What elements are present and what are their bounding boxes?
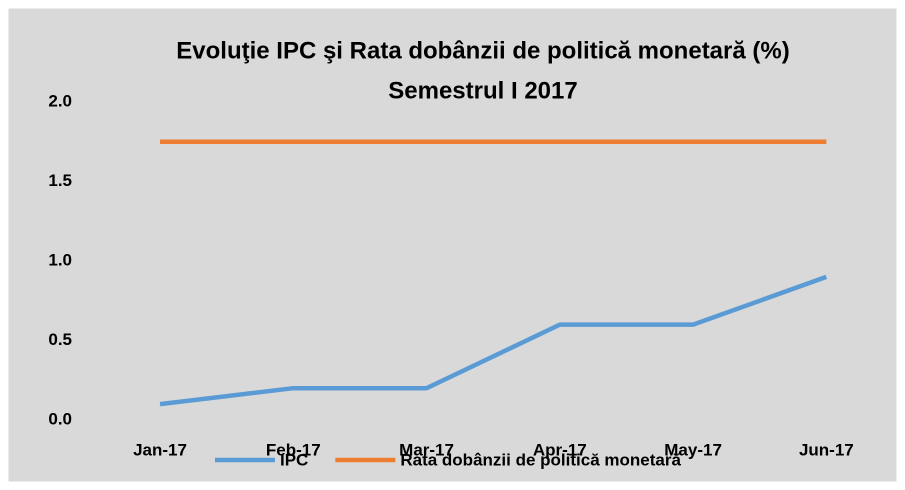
chart-title: Evoluţie IPC şi Rata dobânzii de politic… [176, 37, 789, 64]
chart-background [7, 7, 898, 483]
y-tick-label: 1.0 [48, 250, 72, 269]
x-tick-label: Mar-17 [399, 440, 454, 459]
y-tick-label: 1.5 [48, 171, 72, 190]
x-tick-label: Jan-17 [133, 440, 187, 459]
x-tick-label: Jun-17 [799, 440, 854, 459]
line-series [159, 274, 828, 407]
x-tick-label: Feb-17 [266, 440, 321, 459]
y-tick-label: 0.5 [48, 330, 72, 349]
x-tick-label: May-17 [664, 440, 722, 459]
y-tick-label: 2.0 [48, 91, 72, 110]
legend-label: IPC [280, 450, 308, 469]
y-tick-label: 0.0 [48, 409, 72, 428]
x-tick-label: Apr-17 [533, 440, 587, 459]
chart-subtitle: Semestrul I 2017 [388, 77, 577, 104]
legend-label: Rata dobânzii de politică monetară [400, 450, 681, 469]
